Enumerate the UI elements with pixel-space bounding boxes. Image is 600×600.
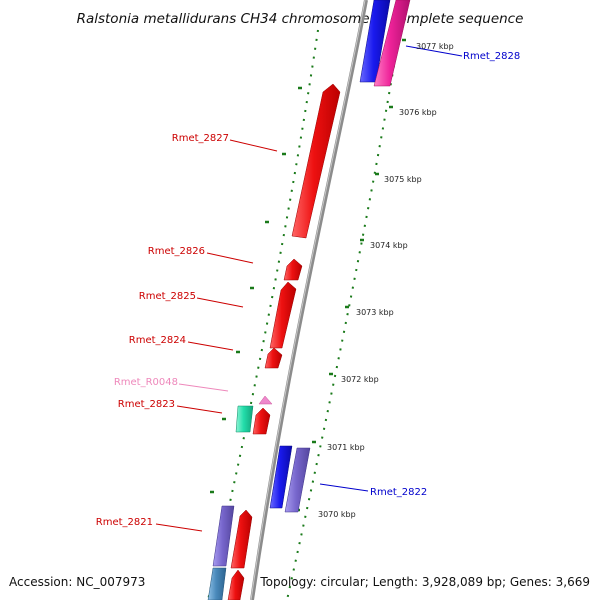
- gene-rmet-2822-block-b[interactable]: [284, 447, 311, 513]
- inner-tick-track: [207, 29, 319, 600]
- gene-rmet-2825-arrow[interactable]: [269, 281, 297, 349]
- gene-rmet-2823-arrow[interactable]: [252, 407, 271, 435]
- gene-rmet-2820-arrow[interactable]: [227, 569, 245, 600]
- map-title: Ralstonia metallidurans CH34 chromosome …: [77, 11, 524, 27]
- chromosome-backbone-highlight: [250, 0, 366, 600]
- gene-rmet-2821-arrow[interactable]: [230, 509, 253, 569]
- accession-text: Accession: NC_007973: [9, 575, 145, 589]
- gene-label-rmet-2827[interactable]: Rmet_2827: [172, 133, 229, 144]
- gene-label-rmet-2822[interactable]: Rmet_2822: [370, 487, 427, 498]
- gene-label-rmet-2821[interactable]: Rmet_2821: [96, 517, 153, 528]
- gene-rmet-2824-arrow[interactable]: [264, 347, 283, 369]
- label-connectors: [155, 45, 463, 532]
- scale-label-3077: 3077 kbp: [416, 42, 454, 51]
- gene-label-rmet-2828[interactable]: Rmet_2828: [463, 51, 520, 62]
- scale-label-3075: 3075 kbp: [384, 175, 422, 184]
- scale-label-3074: 3074 kbp: [370, 241, 408, 250]
- scale-label-3070: 3070 kbp: [318, 510, 356, 519]
- outer-tick-track: [286, 29, 401, 600]
- gene-rmet-2828-arrow[interactable]: [373, 0, 411, 87]
- gene-rmet-2826-arrow[interactable]: [283, 258, 303, 281]
- scale-label-3076: 3076 kbp: [399, 108, 437, 117]
- gene-rmet-r0048-arrow[interactable]: [258, 395, 273, 405]
- gene-label-rmet-2823[interactable]: Rmet_2823: [118, 399, 175, 410]
- scale-label-3073: 3073 kbp: [356, 308, 394, 317]
- scale-label-3072: 3072 kbp: [341, 375, 379, 384]
- gene-rmet-2822-block-a[interactable]: [269, 445, 293, 509]
- gene-rmet-2827-arrow[interactable]: [291, 83, 341, 239]
- gene-label-rmet-2824[interactable]: Rmet_2824: [129, 335, 186, 346]
- gene-rmet-2821-block[interactable]: [212, 505, 235, 567]
- gene-label-rmet-r0048[interactable]: Rmet_R0048: [114, 377, 178, 388]
- major-ticks: [210, 38, 406, 512]
- chromosome-backbone: [250, 0, 368, 600]
- scale-label-3071: 3071 kbp: [327, 443, 365, 452]
- gene-rmet-2823b-block[interactable]: [235, 405, 254, 433]
- genome-summary-text: Topology: circular; Length: 3,928,089 bp…: [259, 575, 590, 589]
- gene-rmet-2820-block[interactable]: [207, 567, 227, 600]
- gene-label-rmet-2826[interactable]: Rmet_2826: [148, 246, 205, 257]
- gene-label-rmet-2825[interactable]: Rmet_2825: [139, 291, 196, 302]
